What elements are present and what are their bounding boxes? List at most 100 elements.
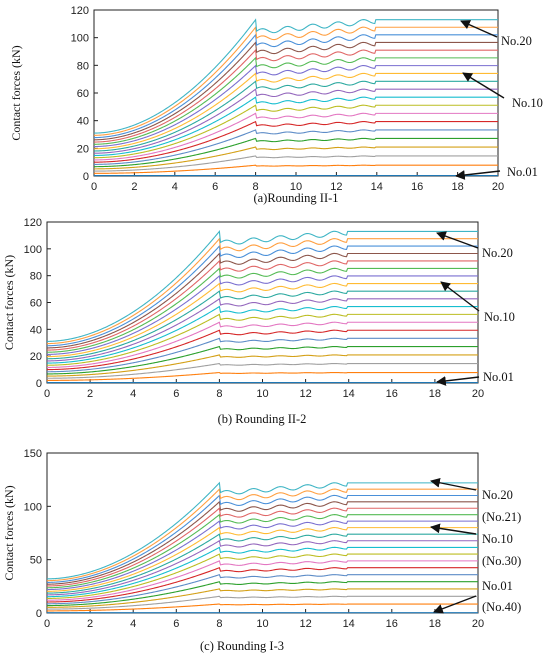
series-line-5 — [47, 581, 478, 607]
series-line-19 — [46, 237, 478, 345]
series-line-19 — [93, 25, 498, 136]
y-axis-label: Contact forces (kN) — [9, 45, 23, 140]
series-line-17 — [46, 500, 478, 585]
y-tick-label: 120 — [24, 217, 42, 229]
x-tick-label: 4 — [130, 388, 136, 400]
series-line-7 — [47, 567, 478, 603]
series-line-18 — [47, 244, 478, 347]
x-tick-label: 20 — [472, 388, 484, 400]
annotation-label: No.01 — [482, 579, 513, 593]
series-line-9 — [47, 553, 478, 599]
series-line-17 — [47, 252, 478, 349]
y-tick-label: 0 — [36, 608, 42, 620]
annotation-label: No.20 — [482, 246, 513, 260]
series-line-12 — [47, 533, 478, 594]
x-tick-label: 14 — [343, 388, 355, 400]
series-line-11 — [46, 297, 478, 362]
y-tick-label: 150 — [24, 448, 42, 460]
series-line-3 — [47, 595, 478, 610]
x-tick-label: 8 — [216, 618, 222, 630]
x-tick-label: 16 — [386, 618, 398, 630]
x-tick-label: 2 — [131, 181, 137, 193]
y-tick-label: 100 — [24, 501, 42, 513]
x-tick-label: 2 — [87, 388, 93, 400]
chart-panel-1: 0 2 4 6 8 10 12 14 16 18 20 0 20 40 60 80 100 120 Contact … — [9, 5, 543, 205]
y-tick-label: 80 — [77, 60, 89, 72]
series-line-5 — [94, 137, 498, 168]
series-line-4 — [47, 588, 478, 608]
chart-caption: (b) Rounding II-2 — [218, 412, 307, 426]
y-tick-label: 40 — [30, 324, 42, 336]
series-line-4 — [47, 354, 478, 377]
series-line-16 — [93, 48, 498, 143]
x-tick-label: 14 — [371, 181, 383, 193]
y-tick-label: 60 — [77, 88, 89, 100]
series-line-18 — [93, 33, 498, 139]
series-line-6 — [94, 129, 498, 165]
x-tick-label: 8 — [253, 181, 259, 193]
y-tick-label: 20 — [77, 143, 89, 155]
x-tick-label: 16 — [411, 181, 423, 193]
x-tick-label: 6 — [173, 618, 179, 630]
series-line-10 — [93, 96, 498, 157]
series-line-12 — [93, 80, 498, 152]
annotation-arrow — [462, 72, 505, 99]
x-tick-label: 6 — [173, 388, 179, 400]
series-line-20 — [93, 18, 498, 134]
y-axis-label: Contact forces (kN) — [2, 255, 16, 350]
series-line-8 — [47, 560, 478, 601]
x-tick-label: 10 — [256, 618, 268, 630]
series-line-11 — [94, 88, 498, 154]
annotation-arrow — [440, 281, 480, 312]
series-line-14 — [46, 274, 478, 355]
series-line-15 — [47, 513, 478, 589]
x-tick-label: 0 — [44, 388, 50, 400]
x-tick-label: 18 — [429, 618, 441, 630]
y-tick-label: 80 — [30, 271, 42, 283]
series-line-14 — [93, 64, 498, 148]
series-line-13 — [94, 72, 498, 150]
annotation-label: No.01 — [507, 165, 538, 179]
series-line-11 — [47, 539, 478, 596]
series-line-9 — [94, 104, 498, 159]
series-line-10 — [47, 546, 478, 598]
x-tick-label: 20 — [472, 618, 484, 630]
series-line-2 — [47, 371, 478, 381]
y-tick-label: 50 — [30, 555, 42, 567]
annotation-arrow — [430, 477, 477, 491]
x-tick-label: 16 — [386, 388, 398, 400]
y-tick-label: 40 — [77, 116, 89, 128]
annotation-label: No.01 — [483, 370, 514, 384]
annotation-arrow — [460, 20, 498, 38]
series-line-17 — [94, 41, 498, 141]
annotation-arrow — [433, 595, 477, 614]
annotation-sublabel: (No.21) — [482, 510, 521, 524]
annotation-sublabel: (No.30) — [482, 554, 521, 568]
series-line-19 — [46, 487, 478, 582]
x-tick-label: 6 — [212, 181, 218, 193]
series-line-9 — [47, 313, 478, 366]
series-line-8 — [94, 112, 498, 161]
y-tick-label: 60 — [30, 298, 42, 310]
series-line-7 — [47, 329, 478, 371]
annotation-label: No.20 — [501, 34, 532, 48]
x-tick-label: 4 — [130, 618, 136, 630]
series-line-10 — [46, 305, 478, 364]
x-tick-label: 12 — [299, 618, 311, 630]
annotation-label: No.20 — [482, 488, 513, 502]
annotation-label: No.10 — [482, 532, 513, 546]
y-tick-label: 20 — [30, 351, 42, 363]
series-line-20 — [46, 481, 478, 580]
x-tick-label: 14 — [343, 618, 355, 630]
series-line-15 — [46, 267, 478, 353]
y-tick-label: 100 — [24, 244, 42, 256]
x-tick-label: 10 — [290, 181, 302, 193]
x-tick-label: 0 — [44, 618, 50, 630]
x-tick-label: 12 — [299, 388, 311, 400]
annotation-label: No.10 — [512, 96, 543, 110]
x-tick-label: 18 — [451, 181, 463, 193]
y-tick-label: 0 — [36, 378, 42, 390]
series-line-2 — [47, 603, 478, 612]
x-tick-label: 0 — [91, 181, 97, 193]
